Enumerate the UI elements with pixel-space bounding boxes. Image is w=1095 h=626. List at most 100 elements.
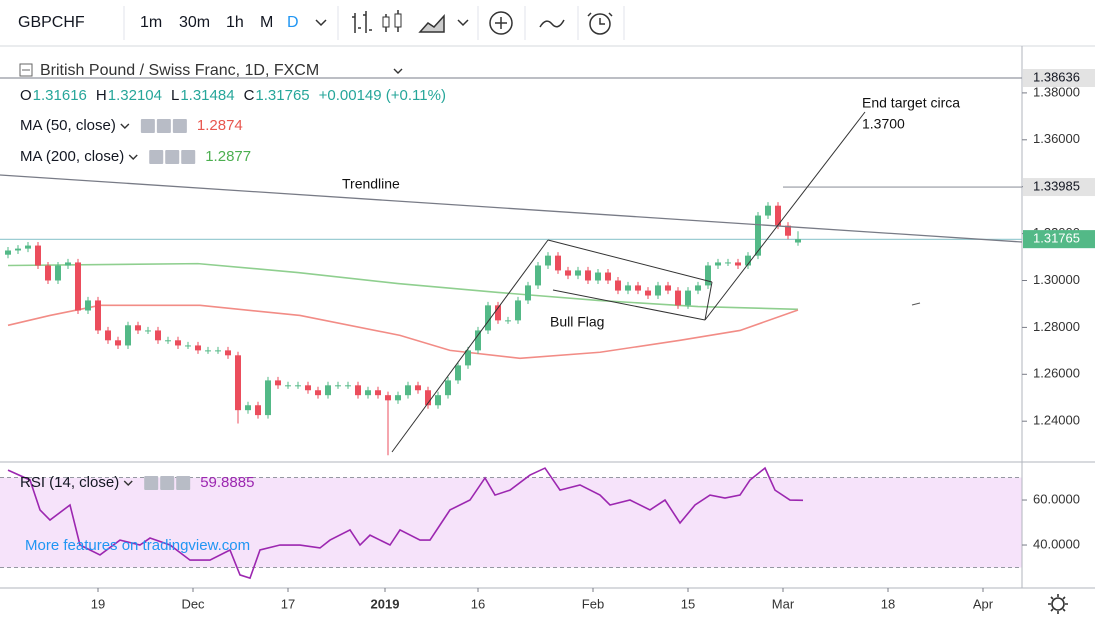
interval[interactable]: 1h [226,14,244,31]
indicator-rows: MA (50, close) 1.2874 MA (200, close) 1.287… [20,117,254,491]
candle-body [415,385,421,391]
ohlc-key: C [244,87,255,104]
y-tick-label: 1.26000 [1033,366,1080,381]
plot-area: 1.240001.260001.280001.300001.320001.340… [0,46,1095,611]
ma200-line [7,262,799,311]
area-icon[interactable] [418,14,445,33]
indicator-button[interactable] [165,150,180,164]
ohlc-key: O [20,87,32,104]
x-tick-label: 15 [681,596,695,611]
ohlc-key: L [171,87,179,104]
indicator-button[interactable] [181,150,196,164]
candle-body [625,285,631,291]
candle-body [115,340,121,346]
y-tick-label: 1.24000 [1033,413,1080,428]
candle-body [705,265,711,286]
symbol[interactable]: GBPCHF [18,14,85,31]
bars-icon[interactable] [352,11,372,33]
rsi-band [0,477,1022,568]
indicator-button[interactable] [160,476,175,490]
candle-body [125,325,131,346]
candle-body [155,330,161,341]
dropdown-icon[interactable] [393,68,403,74]
candle-body [345,385,351,387]
interval[interactable]: 1m [140,14,162,31]
ohlc-value: 1.32104 [108,87,162,104]
candle-body [685,290,691,306]
indicator-name: RSI (14, close) [20,474,119,491]
indicator-button[interactable] [156,119,171,133]
ohlc-value: 1.31484 [180,87,234,104]
compare-icon[interactable] [489,11,513,35]
candle-body [675,290,681,306]
candle-body [165,340,171,342]
candle-body [185,345,191,347]
candle-body [105,330,111,341]
candle-body [525,285,531,301]
x-tick-label: 16 [471,596,485,611]
candle-body [235,355,241,411]
price-label-box [1023,230,1095,249]
candle-body [325,385,331,396]
indicator-button[interactable] [144,476,159,490]
candle-body [635,285,641,291]
rsi-line [7,466,804,580]
candle-body [735,262,741,266]
indicator-button[interactable] [140,119,155,133]
candle-body [485,305,491,331]
candle-body [365,390,371,396]
candle-body [395,395,401,401]
candle-body [765,205,771,216]
interval-active[interactable]: D [287,14,299,31]
candle-body [645,290,651,296]
candle-body [375,390,381,396]
ma50-line [7,304,799,360]
collapse-icon[interactable] [19,63,33,77]
x-tick-label: 18 [881,596,895,611]
indicator-button[interactable] [149,150,164,164]
candle-body [535,265,541,286]
candle-body [435,395,441,406]
candles-icon[interactable] [394,13,402,28]
footer-link[interactable]: More features on tradingview.com [25,537,250,554]
indicators-icon[interactable] [539,19,565,28]
candle-body [785,225,791,236]
price-label: 1.33985 [1033,178,1080,193]
candle-body [135,325,141,331]
dropdown-icon[interactable] [457,19,469,27]
candle-body [475,330,481,351]
compare-icon[interactable] [495,17,507,29]
interval[interactable]: 30m [179,14,210,31]
candle-body [605,272,611,281]
indicator-button[interactable] [176,476,191,490]
dropdown-icon[interactable] [315,19,327,27]
indicator-button[interactable] [172,119,187,133]
settings-icon[interactable] [1048,594,1068,614]
candle-body [455,365,461,381]
interval[interactable]: M [260,14,273,31]
flag-channel [704,281,713,321]
candle-body [795,239,801,243]
mark [911,302,921,306]
alert-icon[interactable] [587,12,613,25]
candle-body [755,215,761,256]
candle-body [175,340,181,346]
candle-body [385,395,391,401]
candle-body [665,285,671,291]
candle-body [215,350,221,352]
candle-body [595,272,601,281]
x-tick-label: Apr [973,596,994,611]
candle-body [585,270,591,281]
candle-body [295,385,301,387]
candle-body [55,265,61,281]
candles-icon[interactable] [382,16,390,28]
settings-icon[interactable] [1051,597,1065,611]
alert-icon[interactable] [589,13,611,35]
candle-body [5,250,11,255]
candle-body [245,405,251,411]
annotation: Trendline [342,176,400,192]
candle-body [305,385,311,391]
candle-body [695,285,701,291]
price-label: 1.31765 [1033,231,1080,246]
